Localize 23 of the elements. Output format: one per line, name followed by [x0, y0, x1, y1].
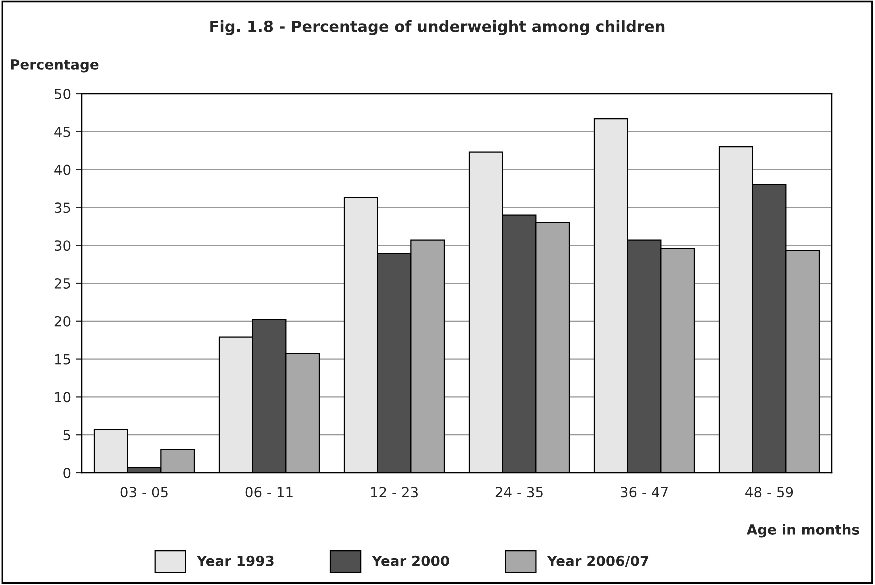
legend-label: Year 2000 — [372, 556, 450, 566]
y-tick-label: 25 — [54, 278, 70, 289]
y-tick-label: 35 — [54, 202, 70, 214]
x-tick-label: 24 - 35 — [496, 487, 543, 498]
x-tick-label: 36 - 47 — [620, 487, 668, 498]
y-tick-label: 10 — [55, 392, 71, 403]
y-tick-label: 30 — [54, 240, 71, 252]
y-tick-label: 0 — [64, 468, 71, 478]
y-tick-label: 50 — [54, 88, 71, 100]
x-tick-label: 48 - 59 — [746, 487, 794, 498]
x-axis-title: Age in months — [746, 524, 860, 538]
y-axis-title: Percentage — [11, 60, 99, 73]
y-tick-label: 40 — [54, 164, 71, 176]
y-tick-label: 15 — [55, 354, 70, 365]
x-tick-label: 03 - 05 — [120, 487, 168, 498]
legend-label: Year 2006/07 — [547, 556, 649, 568]
chart-title: Fig. 1.8 - Percentage of underweight among children — [210, 20, 665, 36]
y-tick-label: 45 — [54, 127, 70, 138]
x-tick-label: 06 - 11 — [246, 487, 293, 498]
x-tick-label: 12 - 23 — [371, 487, 418, 498]
y-tick-label: 5 — [64, 430, 70, 441]
legend-label: Year 1993 — [196, 556, 274, 566]
y-tick-label: 20 — [54, 316, 71, 327]
